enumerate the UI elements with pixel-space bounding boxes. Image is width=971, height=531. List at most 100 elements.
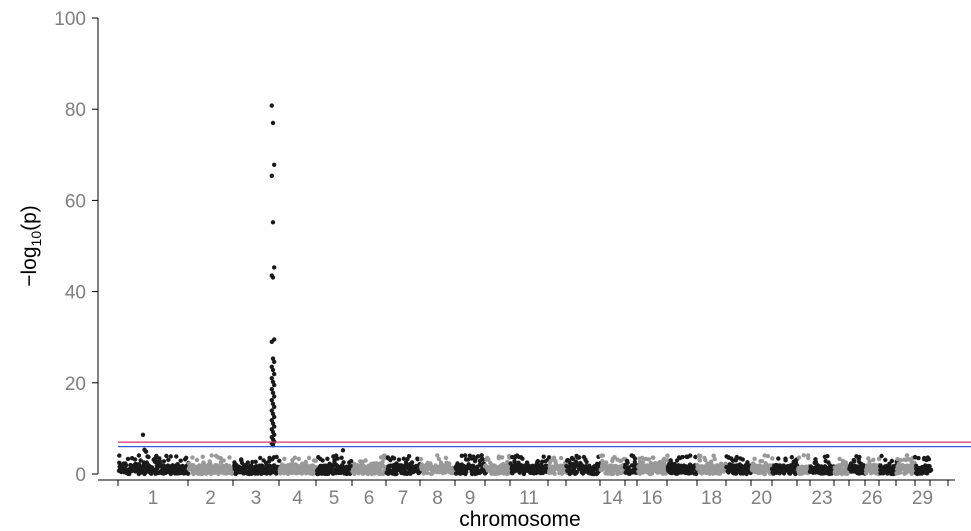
- snp-point: [339, 455, 344, 460]
- chromosome-6-points: [350, 453, 389, 477]
- chromosome-21-points: [769, 455, 800, 477]
- snp-point: [871, 457, 876, 462]
- snp-point: [447, 461, 452, 466]
- snp-point: [442, 470, 448, 475]
- axes: [97, 18, 955, 481]
- snp-point: [123, 462, 129, 468]
- snp-hit-point: [270, 275, 276, 280]
- snp-point: [323, 463, 329, 468]
- snp-point: [703, 457, 708, 463]
- snp-point: [164, 453, 169, 459]
- snp-point: [843, 461, 849, 466]
- snp-point: [180, 463, 185, 469]
- snp-point: [879, 453, 884, 459]
- snp-point: [154, 453, 159, 459]
- snp-point: [546, 455, 552, 460]
- snp-point: [436, 456, 442, 462]
- chromosome-1-points: [116, 453, 191, 477]
- snp-point: [600, 458, 605, 464]
- snp-point: [341, 460, 346, 465]
- snp-point: [928, 467, 934, 473]
- x-tick-label: 26: [861, 488, 882, 509]
- snp-point: [626, 465, 631, 470]
- snp-point: [789, 455, 794, 460]
- snp-point: [548, 458, 554, 463]
- snp-point: [190, 455, 195, 460]
- x-tick-label: 23: [811, 488, 832, 509]
- snp-point: [651, 455, 656, 460]
- x-tick-label: 20: [751, 488, 772, 509]
- snp-hit-point: [269, 397, 274, 403]
- x-tick-label: 9: [465, 488, 476, 509]
- snp-hit-point: [269, 339, 274, 344]
- snp-point: [191, 463, 196, 468]
- snp-point: [806, 455, 811, 461]
- snp-point: [883, 457, 888, 463]
- x-tick-label: 3: [251, 488, 262, 509]
- snp-point: [600, 453, 606, 458]
- y-tick-label: 100: [54, 9, 86, 30]
- snp-point: [604, 460, 609, 465]
- snp-point: [734, 454, 739, 460]
- snp-hit-point: [272, 382, 277, 388]
- chromosome-4-points: [277, 455, 319, 477]
- snp-point: [632, 456, 638, 461]
- snp-point: [320, 458, 325, 463]
- chromosome-10-points: [482, 453, 513, 477]
- x-tick-label: 18: [701, 488, 722, 509]
- snp-point: [904, 453, 910, 458]
- snp-point: [296, 456, 301, 462]
- x-tick-label: 16: [641, 488, 662, 509]
- chromosome-11-points: [508, 453, 552, 477]
- snp-point: [906, 457, 911, 462]
- snp-point: [698, 453, 703, 459]
- snp-point: [801, 453, 806, 458]
- snp-point: [912, 454, 918, 460]
- chromosome-8-points: [418, 453, 458, 476]
- snp-point: [552, 471, 557, 476]
- y-tick-label: 20: [65, 374, 86, 395]
- snp-point: [480, 457, 486, 462]
- y-ticks: 0 20 40 60 80 100: [54, 9, 98, 486]
- snp-hit-point: [140, 432, 146, 437]
- snp-point: [245, 460, 250, 465]
- chromosome-29-points: [912, 454, 934, 477]
- x-tick-label: 8: [432, 488, 443, 509]
- snp-point: [500, 455, 505, 460]
- chromosome-28-points: [894, 453, 918, 476]
- snp-point: [380, 459, 385, 465]
- snp-point: [479, 453, 484, 458]
- y-tick-label: 60: [65, 191, 86, 212]
- snp-point: [382, 453, 387, 458]
- snp-point: [418, 457, 424, 462]
- snp-point: [632, 459, 637, 465]
- snp-point: [924, 471, 930, 476]
- snp-point: [916, 455, 921, 461]
- snp-point: [138, 458, 143, 463]
- snp-point: [486, 457, 491, 462]
- snp-point: [277, 458, 282, 463]
- snp-point: [612, 455, 617, 460]
- snp-hit-point: [340, 448, 346, 453]
- snp-point: [157, 458, 162, 464]
- chromosome-7-points: [384, 454, 423, 477]
- snp-point: [693, 454, 698, 460]
- snp-point: [313, 458, 318, 464]
- snp-point: [887, 461, 892, 466]
- snp-point: [898, 470, 903, 475]
- snp-point: [253, 459, 258, 464]
- snp-hit-point: [269, 376, 274, 381]
- snp-point: [394, 471, 399, 477]
- snp-point: [209, 453, 214, 458]
- snp-point: [783, 458, 788, 463]
- snp-point: [166, 457, 171, 462]
- snp-hit-point: [269, 103, 274, 108]
- snp-point: [712, 456, 717, 462]
- snp-hit-point: [272, 162, 277, 167]
- threshold-lines: [118, 441, 971, 448]
- snp-point: [184, 455, 189, 460]
- snp-point: [723, 461, 728, 466]
- snp-point: [285, 471, 291, 477]
- snp-point: [391, 456, 397, 461]
